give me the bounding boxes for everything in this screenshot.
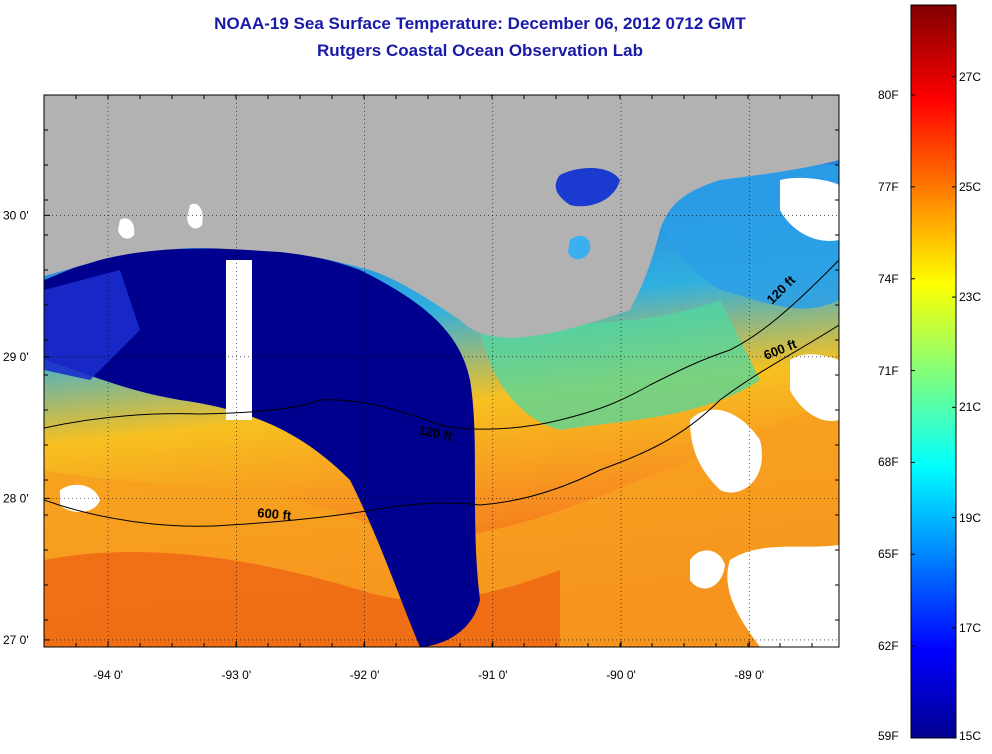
colorbar-ticks: [911, 76, 956, 739]
inland-white-spot-2: [187, 203, 203, 229]
lon-tick-label: -90 0': [606, 668, 636, 682]
no-data-patch-4: [780, 177, 839, 241]
contour-600ft: [44, 324, 839, 527]
lat-tick-label: 28 0': [3, 491, 29, 505]
colorbar-label-fahrenheit: 71F: [878, 363, 899, 378]
colorbar-label-fahrenheit: 80F: [878, 88, 899, 103]
map-plot-area: 120 ft 600 ft 600 ft 120 ft: [44, 95, 839, 647]
lon-tick-label: -94 0': [93, 668, 123, 682]
colorbar-label-fahrenheit: 74F: [878, 271, 899, 286]
colorbar-label-fahrenheit: 68F: [878, 455, 899, 470]
graticule: [44, 95, 839, 647]
colorbar-label-celsius: 21C: [959, 400, 982, 415]
lat-tick-label: 30 0': [3, 208, 29, 222]
colorbar-label-fahrenheit: 59F: [878, 729, 899, 743]
cold-water-plume: [44, 248, 480, 647]
colorbar-label-celsius: 25C: [959, 179, 982, 194]
no-data-patch-3: [690, 550, 725, 589]
land-mass: [44, 95, 839, 338]
plot-frame: [43, 94, 840, 648]
colorbar-label-celsius: 15C: [959, 729, 982, 743]
no-data-strip: [226, 260, 252, 420]
contour-label-120ft: 120 ft: [417, 422, 454, 444]
no-data-patch-1: [690, 409, 762, 493]
lake-data-1: [555, 168, 620, 207]
colorbar-label-fahrenheit: 77F: [878, 179, 899, 194]
colorbar-label-celsius: 19C: [959, 510, 982, 525]
chart-title: NOAA-19 Sea Surface Temperature: Decembe…: [214, 14, 746, 33]
colorbar-label-celsius: 17C: [959, 620, 982, 635]
lon-tick-label: -93 0': [222, 668, 252, 682]
chart-subtitle: Rutgers Coastal Ocean Observation Lab: [317, 41, 643, 60]
colorbar-label-celsius: 27C: [959, 69, 982, 84]
lake-data-2: [568, 235, 591, 260]
colorbar: [910, 4, 957, 739]
colorbar-label-fahrenheit: 62F: [878, 639, 899, 654]
contour-label-600ft: 600 ft: [257, 505, 293, 523]
no-data-patch-2: [727, 545, 839, 647]
cold-water-west: [44, 270, 140, 380]
contour-120ft: [44, 259, 839, 430]
lon-tick-label: -92 0': [350, 668, 380, 682]
inland-white-spot: [118, 218, 135, 239]
colorbar-label-fahrenheit: 65F: [878, 547, 899, 562]
colorbar-label-celsius: 23C: [959, 290, 982, 305]
lat-tick-label: 27 0': [3, 633, 29, 647]
axis-ticks: -94 0' -93 0' -92 0' -91 0' -90 0' -89 0' 30 0…: [3, 95, 839, 682]
lon-tick-label: -89 0': [734, 668, 764, 682]
lon-tick-label: -91 0': [478, 668, 508, 682]
no-data-patch-6: [790, 354, 839, 421]
lat-tick-label: 29 0': [3, 350, 29, 364]
